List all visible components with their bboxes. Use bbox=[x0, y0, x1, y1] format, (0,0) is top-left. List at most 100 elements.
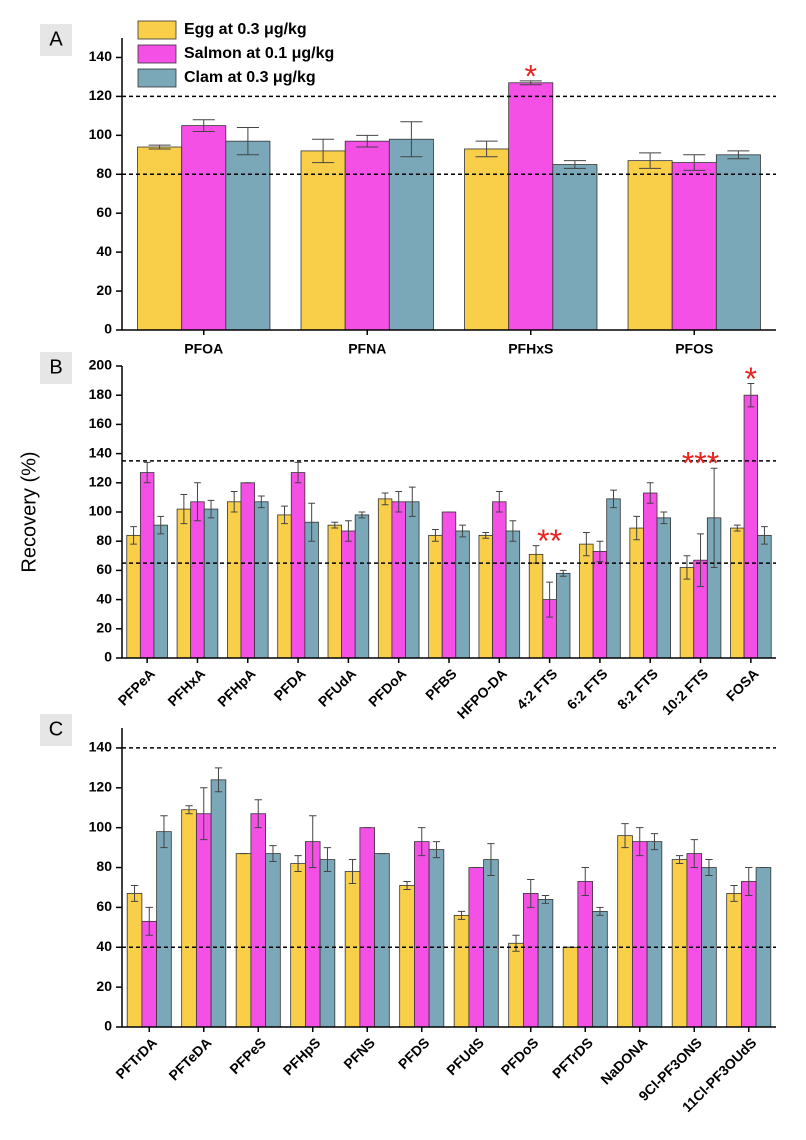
y-tick-label: 200 bbox=[89, 357, 113, 373]
error-bar bbox=[675, 855, 684, 865]
error-bar bbox=[207, 499, 215, 519]
error-bar bbox=[200, 787, 208, 841]
error-bar bbox=[403, 880, 411, 890]
x-tick-label: PFNS bbox=[340, 1034, 378, 1072]
significance-mark: * bbox=[525, 58, 537, 94]
y-tick-label: 140 bbox=[89, 444, 113, 460]
bar bbox=[405, 501, 420, 659]
error-bar bbox=[308, 502, 316, 542]
panel-label: A bbox=[49, 28, 63, 50]
error-bar bbox=[148, 144, 171, 150]
error-bar bbox=[254, 799, 262, 829]
bar bbox=[556, 572, 571, 659]
y-tick-label: 120 bbox=[89, 87, 113, 103]
bar bbox=[391, 501, 406, 659]
x-tick-label: PFTeDA bbox=[165, 1034, 214, 1083]
error-bar bbox=[727, 150, 750, 160]
error-bar bbox=[281, 505, 288, 525]
significance-mark: * bbox=[745, 361, 757, 397]
bar bbox=[629, 527, 644, 659]
bar bbox=[210, 779, 227, 1028]
legend-swatch bbox=[137, 20, 177, 40]
bar bbox=[577, 881, 594, 1028]
bar bbox=[304, 521, 319, 659]
error-bar bbox=[621, 823, 629, 849]
error-bar bbox=[730, 884, 738, 902]
error-bar bbox=[323, 847, 332, 873]
error-bar bbox=[143, 461, 151, 484]
bar bbox=[181, 809, 197, 1028]
bar bbox=[730, 527, 745, 659]
bar bbox=[492, 501, 507, 659]
error-bar bbox=[582, 531, 590, 557]
error-bar bbox=[269, 845, 277, 863]
error-bar bbox=[457, 910, 466, 920]
error-bar bbox=[294, 855, 302, 873]
x-tick-label: 8:2 FTS bbox=[614, 665, 661, 712]
bar bbox=[671, 859, 688, 1028]
legend-label: Salmon at 0.1 μg/kg bbox=[184, 45, 334, 62]
bar bbox=[359, 827, 376, 1028]
bar bbox=[126, 893, 143, 1028]
bar bbox=[453, 914, 470, 1028]
bar bbox=[254, 501, 269, 659]
bar bbox=[428, 534, 443, 659]
error-bar bbox=[160, 815, 168, 849]
error-bar bbox=[482, 531, 490, 539]
error-bar bbox=[705, 859, 713, 877]
x-tick-label: PFDoA bbox=[365, 665, 409, 709]
error-bar bbox=[546, 581, 554, 618]
y-tick-label: 140 bbox=[89, 739, 113, 755]
x-tick-label: PFNA bbox=[348, 341, 386, 357]
error-bar bbox=[559, 569, 567, 577]
bar bbox=[341, 530, 356, 659]
error-bar bbox=[408, 486, 416, 517]
x-tick-label: PFHpA bbox=[214, 665, 258, 709]
x-tick-label: PFDS bbox=[395, 1034, 433, 1072]
error-bar bbox=[747, 383, 755, 408]
y-tick-label: 80 bbox=[96, 532, 112, 548]
x-tick-label: PFOA bbox=[184, 341, 223, 357]
error-bar bbox=[214, 767, 223, 793]
y-tick-label: 100 bbox=[89, 126, 113, 142]
y-tick-label: 40 bbox=[96, 590, 112, 606]
error-bar bbox=[432, 841, 441, 859]
x-tick-label: PFDoS bbox=[498, 1034, 542, 1078]
y-tick-label: 100 bbox=[89, 818, 113, 834]
error-bar bbox=[541, 894, 550, 904]
bar bbox=[290, 472, 306, 659]
bar bbox=[537, 899, 554, 1028]
y-tick-label: 0 bbox=[104, 649, 112, 665]
y-tick-label: 20 bbox=[96, 620, 112, 636]
bar bbox=[562, 946, 579, 1028]
bar bbox=[327, 524, 342, 659]
x-tick-label: PFTrDS bbox=[549, 1034, 596, 1081]
bar bbox=[377, 498, 393, 659]
x-tick-label: PFPeS bbox=[226, 1034, 269, 1077]
bar bbox=[679, 567, 695, 659]
error-bar bbox=[130, 884, 139, 902]
bar bbox=[139, 472, 155, 659]
x-tick-label: PFOS bbox=[675, 341, 713, 357]
x-tick-label: NaDONA bbox=[597, 1034, 650, 1087]
bar bbox=[552, 164, 598, 331]
error-bar bbox=[563, 160, 586, 169]
error-bar bbox=[230, 491, 238, 513]
bar bbox=[300, 150, 346, 331]
error-bar bbox=[180, 493, 188, 525]
bar bbox=[464, 148, 510, 331]
significance-mark: *** bbox=[682, 446, 719, 482]
error-bar bbox=[683, 154, 706, 171]
y-tick-label: 100 bbox=[89, 503, 113, 519]
bar bbox=[508, 942, 524, 1028]
error-bar bbox=[358, 511, 366, 519]
bar bbox=[715, 154, 761, 331]
bar bbox=[757, 534, 772, 659]
x-tick-label: PFHxS bbox=[508, 341, 553, 357]
error-bar bbox=[344, 520, 352, 542]
bar bbox=[203, 508, 219, 659]
error-bar bbox=[509, 520, 517, 542]
error-bar bbox=[636, 827, 644, 857]
panel-label: C bbox=[49, 718, 63, 740]
error-bar bbox=[257, 495, 265, 509]
